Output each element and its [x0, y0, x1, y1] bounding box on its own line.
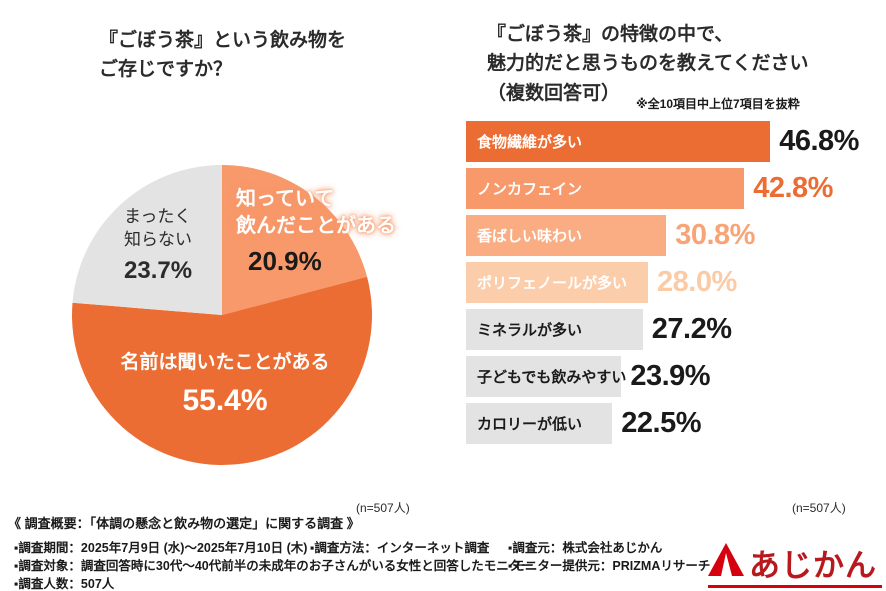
- pie-slice-0: [222, 165, 368, 315]
- pie-label-line: 飲んだことがある: [236, 215, 396, 237]
- bar-title-line-1: 『ごぼう茶』の特徴の中で、: [487, 24, 734, 45]
- bar-fill: ポリフェノールが多い: [466, 262, 648, 303]
- pie-slice-2: [72, 165, 222, 315]
- footer-row-1: ▪調査期間：2025年7月9日 (水)〜2025年7月10日 (木) ▪調査方法…: [0, 537, 886, 555]
- survey-method: ▪調査方法：インターネット調査: [310, 541, 490, 555]
- pie-sample-size: (n=507人): [356, 501, 410, 515]
- bar-fill: カロリーが低い: [466, 403, 613, 444]
- bar-row: ポリフェノールが多い 28.0%: [466, 262, 886, 303]
- pie-segment-value-unknown: 23.7%: [124, 256, 193, 284]
- bar-title-line-2: 魅力的だと思うものを教えてください: [487, 53, 809, 75]
- survey-target: ▪調査対象：調査回答時に30代〜40代前半の未成年のお子さんがいる女性と回答した…: [14, 559, 534, 573]
- bar-value: 28.0%: [657, 266, 737, 298]
- bar-fill: 香ばしい味わい: [466, 215, 667, 256]
- pie-title-line-2: ご存じですか？: [99, 59, 233, 81]
- ajikan-logo-text: あじかん: [749, 548, 877, 583]
- survey-source: ▪調査元：株式会社あじかん: [508, 541, 663, 555]
- bar-value: 23.9%: [630, 360, 711, 392]
- bar-fill: 子どもでも飲みやすい: [466, 356, 626, 397]
- footer-row-2: ▪調査対象：調査回答時に30代〜40代前半の未成年のお子さんがいる女性と回答した…: [0, 555, 886, 573]
- bar-row: 子どもでも飲みやすい 23.9%: [466, 356, 886, 397]
- pie-segment-label-unknown: まったく 知らない 23.7%: [124, 206, 192, 287]
- footer-row-3: ▪調査人数：507人: [0, 573, 886, 591]
- pie-label-line: 知っていて: [236, 188, 335, 210]
- survey-period: ▪調査期間：2025年7月9日 (水)〜2025年7月10日 (木): [14, 541, 308, 555]
- pie-chart: [72, 165, 372, 465]
- logo-underline: [708, 585, 882, 588]
- survey-count: ▪調査人数：507人: [14, 577, 115, 591]
- bar-fill: 食物繊維が多い: [466, 121, 771, 162]
- monitor-provider: ▪モニター提供元：PRIZMAリサーチ: [508, 559, 711, 573]
- bar-value: 46.8%: [779, 125, 859, 157]
- pie-label-line: まったく: [124, 207, 192, 226]
- bar-category-label: 香ばしい味わい: [477, 228, 583, 245]
- bar-category-label: ポリフェノールが多い: [477, 275, 628, 292]
- pie-label-line: 知らない: [124, 229, 192, 249]
- bar-category-label: 食物繊維が多い: [477, 134, 583, 151]
- pie-segment-value-tried: 20.9%: [248, 246, 322, 276]
- bar-category-label: ノンカフェイン: [477, 181, 583, 198]
- bar-chart-note: ※全10項目中上位7項目を抜粋: [636, 97, 800, 111]
- pie-segment-label-tried: 知っていて 飲んだことがある 20.9%: [236, 186, 396, 279]
- ajikan-logo: あじかん: [708, 543, 882, 588]
- bar-value: 22.5%: [621, 407, 701, 439]
- bar-sample-size: (n=507人): [792, 501, 846, 515]
- pie-slice-1: [72, 276, 372, 465]
- bar-value: 42.8%: [753, 172, 833, 204]
- bar-category-label: カロリーが低い: [477, 416, 583, 433]
- pie-segment-value-heard: 55.4%: [182, 383, 268, 417]
- bar-value: 27.2%: [651, 313, 732, 345]
- bar-row: カロリーが低い 22.5%: [466, 403, 886, 444]
- bar-title-line-3: （複数回答可）: [487, 82, 621, 104]
- pie-chart-title: 『ごぼう茶』という飲み物を ご存じですか？: [99, 26, 346, 85]
- survey-overview-heading: 《 調査概要：「体調の懸念と飲み物の選定」に関する調査 》: [8, 516, 360, 531]
- pie-segment-label-heard: 名前は聞いたことがある 55.4%: [100, 349, 350, 422]
- bar-chart-title: 『ごぼう茶』の特徴の中で、 魅力的だと思うものを教えてください （複数回答可）: [487, 20, 808, 108]
- pie-label-line: 名前は聞いたことがある: [120, 352, 330, 373]
- bar-fill: ミネラルが多い: [466, 309, 643, 350]
- bar-row: 香ばしい味わい 30.8%: [466, 215, 886, 256]
- bar-fill: ノンカフェイン: [466, 168, 745, 209]
- bar-row: ノンカフェイン 42.8%: [466, 168, 886, 209]
- bar-chart: 食物繊維が多い 46.8% ノンカフェイン 42.8% 香ばしい味わい 30.8% ポリフェ…: [466, 121, 886, 450]
- bar-row: ミネラルが多い 27.2%: [466, 309, 886, 350]
- bar-row: 食物繊維が多い 46.8%: [466, 121, 886, 162]
- bar-category-label: ミネラルが多い: [477, 322, 583, 339]
- bar-value: 30.8%: [675, 219, 755, 251]
- pie-title-line-1: 『ごぼう茶』という飲み物を: [99, 30, 347, 51]
- bar-category-label: 子どもでも飲みやすい: [477, 369, 627, 386]
- ajikan-triangle-mark-icon: [708, 543, 744, 581]
